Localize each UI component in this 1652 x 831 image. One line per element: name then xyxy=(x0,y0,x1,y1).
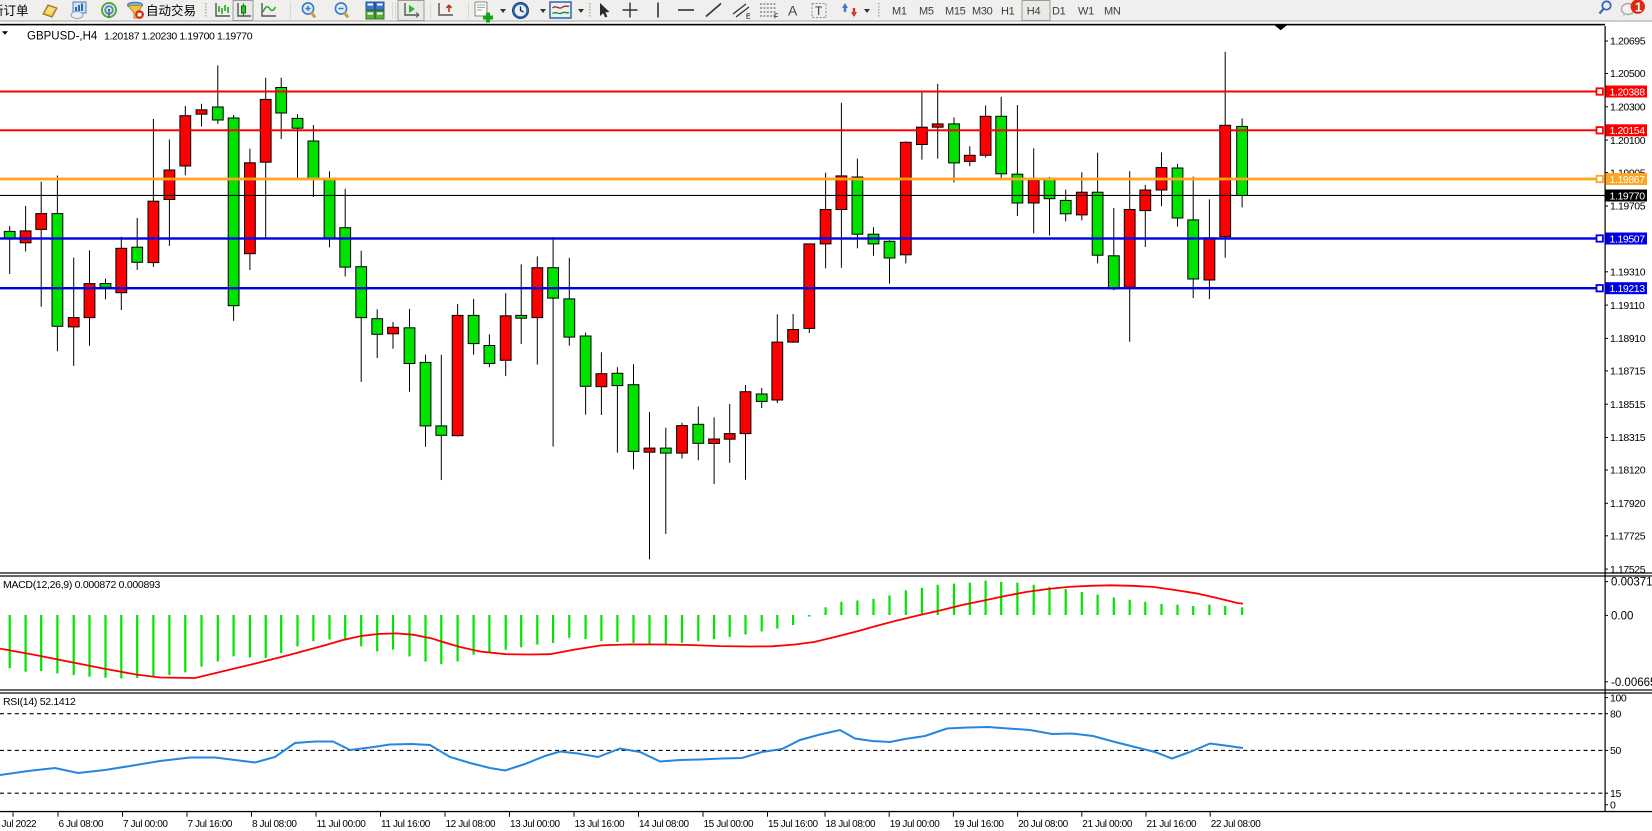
svg-text:E: E xyxy=(746,14,751,21)
svg-text:100: 100 xyxy=(1610,692,1627,704)
svg-text:T: T xyxy=(815,4,823,18)
svg-text:H4: H4 xyxy=(1027,6,1041,18)
svg-text:8 Jul 08:00: 8 Jul 08:00 xyxy=(252,819,297,830)
svg-text:A: A xyxy=(788,3,798,19)
svg-text:M15: M15 xyxy=(945,6,966,18)
svg-text:1.19705: 1.19705 xyxy=(1610,201,1646,213)
svg-text:1.20388: 1.20388 xyxy=(1610,86,1646,98)
svg-text:1.18715: 1.18715 xyxy=(1610,366,1646,378)
svg-text:1.20695: 1.20695 xyxy=(1610,36,1646,48)
svg-text:MACD(12,26,9) 0.000872 0.00089: MACD(12,26,9) 0.000872 0.000893 xyxy=(3,579,161,591)
svg-text:1.19770: 1.19770 xyxy=(1610,190,1646,202)
svg-text:80: 80 xyxy=(1610,708,1621,720)
svg-text:新订单: 新订单 xyxy=(0,3,29,18)
svg-text:13 Jul 00:00: 13 Jul 00:00 xyxy=(510,819,561,830)
svg-text:1.18515: 1.18515 xyxy=(1610,399,1646,411)
svg-text:0: 0 xyxy=(1610,800,1616,812)
svg-text:1.19310: 1.19310 xyxy=(1610,267,1646,279)
svg-text:18 Jul 08:00: 18 Jul 08:00 xyxy=(826,819,877,830)
svg-text:1: 1 xyxy=(1635,0,1642,14)
svg-text:20 Jul 08:00: 20 Jul 08:00 xyxy=(1018,819,1069,830)
svg-text:F: F xyxy=(774,14,778,21)
svg-text:1.17525: 1.17525 xyxy=(1610,564,1646,576)
svg-text:自动交易: 自动交易 xyxy=(146,3,196,18)
svg-text:6 Jul 08:00: 6 Jul 08:00 xyxy=(59,819,104,830)
svg-text:RSI(14) 52.1412: RSI(14) 52.1412 xyxy=(3,696,76,708)
svg-text:22 Jul 08:00: 22 Jul 08:00 xyxy=(1211,819,1262,830)
svg-text:15 Jul 00:00: 15 Jul 00:00 xyxy=(704,819,755,830)
svg-text:12 Jul 08:00: 12 Jul 08:00 xyxy=(446,819,497,830)
svg-text:0.00: 0.00 xyxy=(1611,610,1633,622)
svg-text:H1: H1 xyxy=(1001,6,1015,18)
svg-text:GBPUSD-,H4: GBPUSD-,H4 xyxy=(27,31,98,43)
svg-text:0.003716: 0.003716 xyxy=(1611,577,1652,589)
svg-text:M30: M30 xyxy=(972,6,993,18)
svg-text:1.20187 1.20230 1.19700 1.1977: 1.20187 1.20230 1.19700 1.19770 xyxy=(104,31,253,43)
svg-text:1.19213: 1.19213 xyxy=(1610,283,1646,295)
svg-text:M1: M1 xyxy=(892,6,907,18)
svg-text:1.18910: 1.18910 xyxy=(1610,333,1646,345)
svg-text:50: 50 xyxy=(1610,745,1621,757)
svg-text:21 Jul 00:00: 21 Jul 00:00 xyxy=(1082,819,1133,830)
svg-text:1.17725: 1.17725 xyxy=(1610,531,1646,543)
svg-text:MN: MN xyxy=(1104,6,1121,18)
svg-text:D1: D1 xyxy=(1052,6,1066,18)
svg-text:1.19507: 1.19507 xyxy=(1610,233,1646,245)
svg-text:1.18120: 1.18120 xyxy=(1610,465,1646,477)
svg-text:1.20300: 1.20300 xyxy=(1610,102,1646,114)
svg-text:5 Jul 2022: 5 Jul 2022 xyxy=(0,819,37,830)
svg-text:19 Jul 00:00: 19 Jul 00:00 xyxy=(890,819,941,830)
svg-text:W1: W1 xyxy=(1078,6,1094,18)
svg-text:11 Jul 16:00: 11 Jul 16:00 xyxy=(381,819,431,830)
svg-text:21 Jul 16:00: 21 Jul 16:00 xyxy=(1147,819,1198,830)
svg-text:7 Jul 00:00: 7 Jul 00:00 xyxy=(123,819,168,830)
svg-text:13 Jul 16:00: 13 Jul 16:00 xyxy=(575,819,626,830)
svg-text:15 Jul 16:00: 15 Jul 16:00 xyxy=(768,819,819,830)
svg-text:-0.006657: -0.006657 xyxy=(1611,677,1652,689)
svg-text:M5: M5 xyxy=(919,6,934,18)
svg-text:1.19867: 1.19867 xyxy=(1610,174,1646,186)
svg-text:1.20500: 1.20500 xyxy=(1610,68,1646,80)
svg-text:15: 15 xyxy=(1610,788,1621,800)
svg-text:1.17920: 1.17920 xyxy=(1610,498,1646,510)
svg-text:1.20154: 1.20154 xyxy=(1610,125,1646,137)
svg-text:1.19110: 1.19110 xyxy=(1610,300,1645,312)
svg-text:14 Jul 08:00: 14 Jul 08:00 xyxy=(639,819,690,830)
svg-text:1.20100: 1.20100 xyxy=(1610,135,1646,147)
svg-text:1.18315: 1.18315 xyxy=(1610,432,1646,444)
svg-text:11 Jul 00:00: 11 Jul 00:00 xyxy=(317,819,367,830)
svg-text:19 Jul 16:00: 19 Jul 16:00 xyxy=(954,819,1005,830)
svg-text:7 Jul 16:00: 7 Jul 16:00 xyxy=(188,819,233,830)
